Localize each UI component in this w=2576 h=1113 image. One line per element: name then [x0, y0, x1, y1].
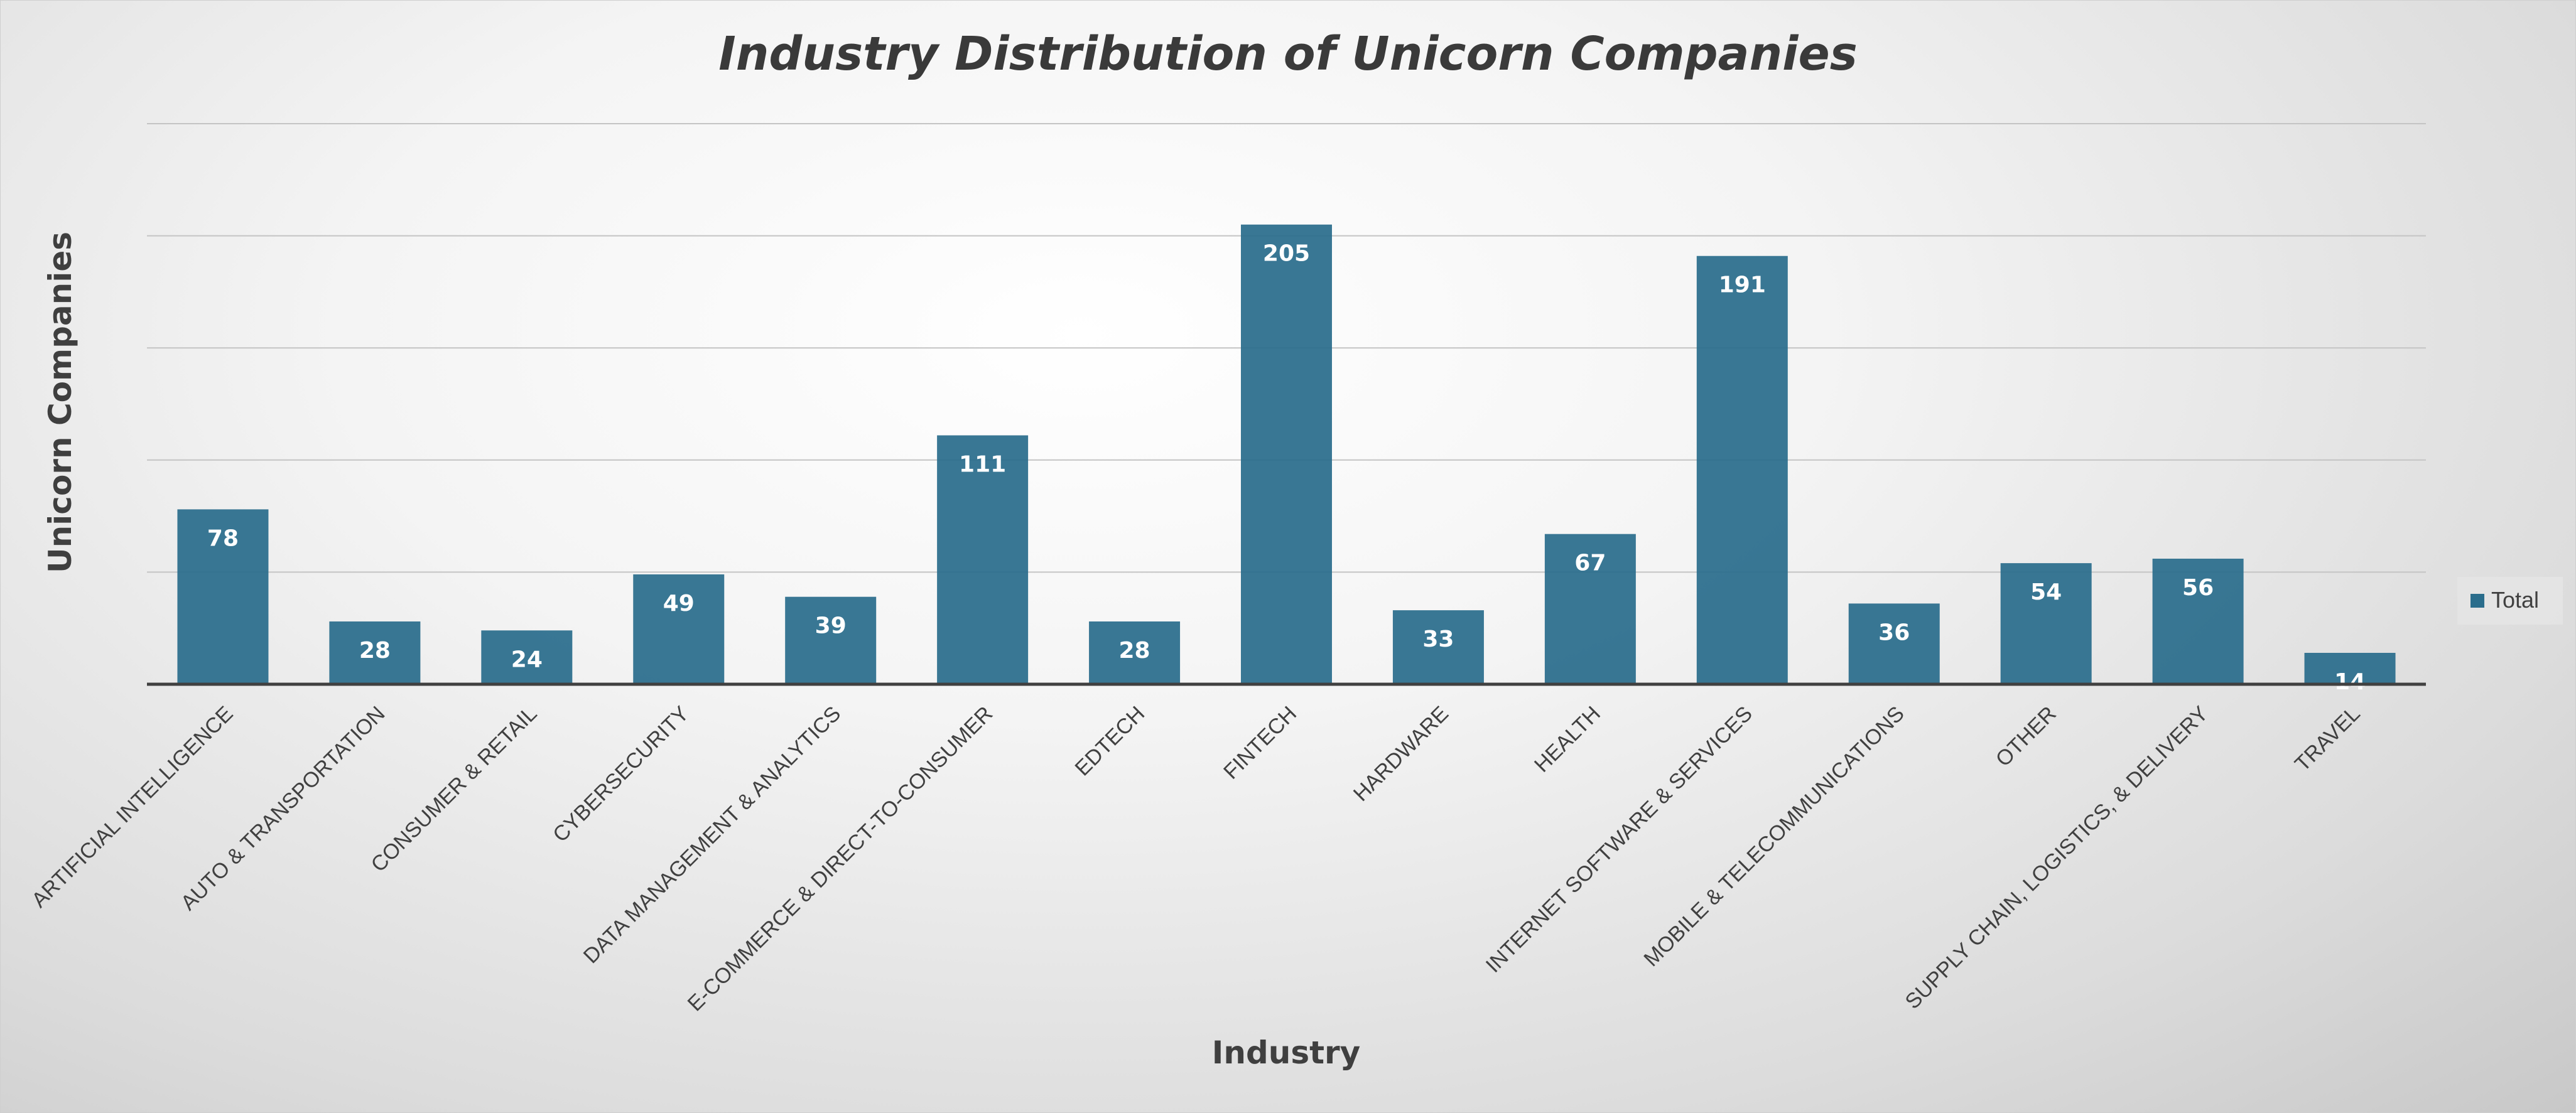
- bar: [937, 435, 1029, 684]
- x-tick-label: SUPPLY CHAIN, LOGISTICS, & DELIVERY: [1901, 702, 2213, 1014]
- x-tick-label: E-COMMERCE & DIRECT-TO-CONSUMER: [683, 702, 998, 1016]
- chart-title: Industry Distribution of Unicorn Compani…: [718, 27, 1858, 81]
- legend-swatch: [2470, 594, 2484, 608]
- data-label: 205: [1263, 241, 1310, 267]
- data-label: 28: [1119, 638, 1150, 664]
- x-axis-title: Industry: [1212, 1035, 1361, 1071]
- bar: [1241, 224, 1332, 684]
- bar: [1392, 610, 1484, 684]
- x-tick-label: MOBILE & TELECOMMUNICATIONS: [1639, 702, 1908, 971]
- x-tick-label: OTHER: [1991, 702, 2061, 772]
- data-label: 39: [815, 613, 847, 639]
- legend: Total: [2457, 577, 2563, 625]
- y-axis-title: Unicorn Companies: [42, 232, 78, 573]
- bar: [2152, 558, 2244, 684]
- bar: [177, 509, 269, 684]
- x-tick-label: CONSUMER & RETAIL: [367, 702, 542, 877]
- data-label: 67: [1574, 551, 1606, 576]
- data-label: 36: [1878, 620, 1910, 645]
- x-tick-label: INTERNET SOFTWARE & SERVICES: [1481, 702, 1757, 977]
- bar: [633, 574, 725, 684]
- data-label: 33: [1422, 626, 1454, 652]
- bar: [2000, 563, 2092, 684]
- x-tick-label: CYBERSECURITY: [548, 702, 693, 847]
- bar: [1089, 621, 1181, 684]
- x-tick-label: EDTECH: [1071, 702, 1150, 781]
- x-tick-label: TRAVEL: [2290, 702, 2365, 777]
- bar: [1696, 255, 1788, 684]
- bar: [1848, 603, 1940, 684]
- data-labels: 78 28 24 49 39 111 28 205 33 67 191 36 54 56 14: [207, 241, 2366, 695]
- data-label: 24: [511, 647, 543, 672]
- data-label: 54: [2030, 579, 2062, 605]
- data-label: 111: [959, 452, 1006, 478]
- x-tick-label: HARDWARE: [1349, 702, 1453, 806]
- bars: [177, 224, 2396, 684]
- bar: [1544, 534, 1636, 684]
- data-label: 14: [2334, 669, 2366, 695]
- bar: [785, 596, 877, 684]
- legend-label: Total: [2491, 587, 2539, 613]
- data-label: 28: [359, 638, 391, 664]
- bar: [329, 621, 421, 684]
- data-label: 78: [207, 525, 239, 551]
- data-label: 56: [2182, 575, 2214, 601]
- x-tick-label: HEALTH: [1530, 702, 1605, 777]
- bar: [481, 630, 573, 684]
- data-label: 191: [1719, 272, 1766, 298]
- x-tick-label: FINTECH: [1219, 702, 1301, 784]
- x-tick-label: DATA MANAGEMENT & ANALYTICS: [579, 702, 846, 969]
- data-label: 49: [663, 591, 695, 616]
- bar: [2304, 652, 2396, 684]
